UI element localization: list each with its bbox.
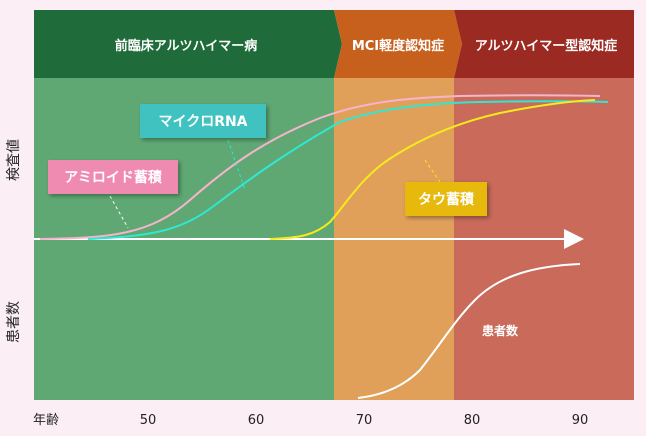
x-axis-ticks: 50 60 70 80 90: [140, 413, 589, 428]
microrna-label-text: マイクロRNA: [158, 114, 247, 130]
tau-label: タウ蓄積: [405, 182, 487, 216]
phase-mci-header: [334, 10, 462, 78]
x-axis-tick-60: 60: [248, 413, 265, 428]
microrna-label: マイクロRNA: [140, 104, 266, 138]
phase-dementia-header: [454, 10, 634, 78]
tau-curve: [269, 99, 596, 240]
amyloid-label-text: アミロイド蓄積: [64, 169, 163, 186]
patients-curve: [357, 263, 581, 399]
y-axis-label-test-value: 検査値: [6, 139, 22, 181]
phase-dementia-title: アルツハイマー型認知症: [475, 38, 618, 54]
x-axis-label-age: 年齢: [33, 413, 59, 428]
microrna-leader-line: [227, 139, 246, 191]
phase-mci-title: MCI軽度認知症: [352, 38, 444, 54]
tau-label-text: タウ蓄積: [418, 191, 475, 208]
amyloid-leader-line: [109, 195, 129, 229]
phase-preclinical-header: [34, 10, 342, 78]
amyloid-curve: [39, 94, 601, 240]
x-axis-tick-90: 90: [572, 413, 589, 428]
x-axis-tick-70: 70: [356, 413, 373, 428]
amyloid-label: アミロイド蓄積: [48, 160, 178, 194]
x-axis-tick-80: 80: [464, 413, 481, 428]
patients-curve-label: 患者数: [482, 323, 519, 338]
y-axis-label-patient-count: 患者数: [6, 301, 22, 343]
microrna-curve: [87, 100, 609, 240]
tau-leader-line: [424, 159, 441, 183]
phase-preclinical-title: 前臨床アルツハイマー病: [115, 38, 258, 54]
x-axis-tick-50: 50: [140, 413, 157, 428]
